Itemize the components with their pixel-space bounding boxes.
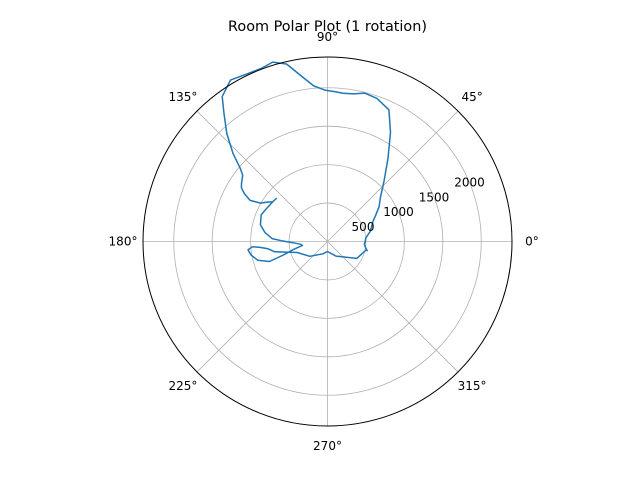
angle-tick-label: 180° [109,235,138,249]
radial-tick-label: 1000 [383,205,414,219]
tick-labels: 500 1000 1500 2000 0° 45° 90° 135° 180° 225° 270° 3… [109,30,539,453]
angle-tick-label: 315° [458,379,487,393]
radial-tick-label: 1500 [419,190,450,204]
polar-grid [143,57,512,426]
radial-tick-label: 500 [352,220,375,234]
angular-gridline [196,241,328,373]
angular-gridline [196,110,328,242]
angular-gridline [327,110,459,242]
series-line [221,61,392,263]
angle-tick-label: 270° [313,439,342,453]
radial-tick-label: 2000 [454,176,485,190]
angle-tick-label: 90° [317,30,338,44]
angle-tick-label: 45° [461,90,482,104]
angular-gridline [327,241,459,373]
angle-tick-label: 135° [168,90,197,104]
polar-frame [142,56,513,427]
angle-tick-label: 225° [168,379,197,393]
series-layer [221,61,392,263]
chart-title: Room Polar Plot (1 rotation) [228,19,427,35]
angle-tick-label: 0° [525,235,539,249]
